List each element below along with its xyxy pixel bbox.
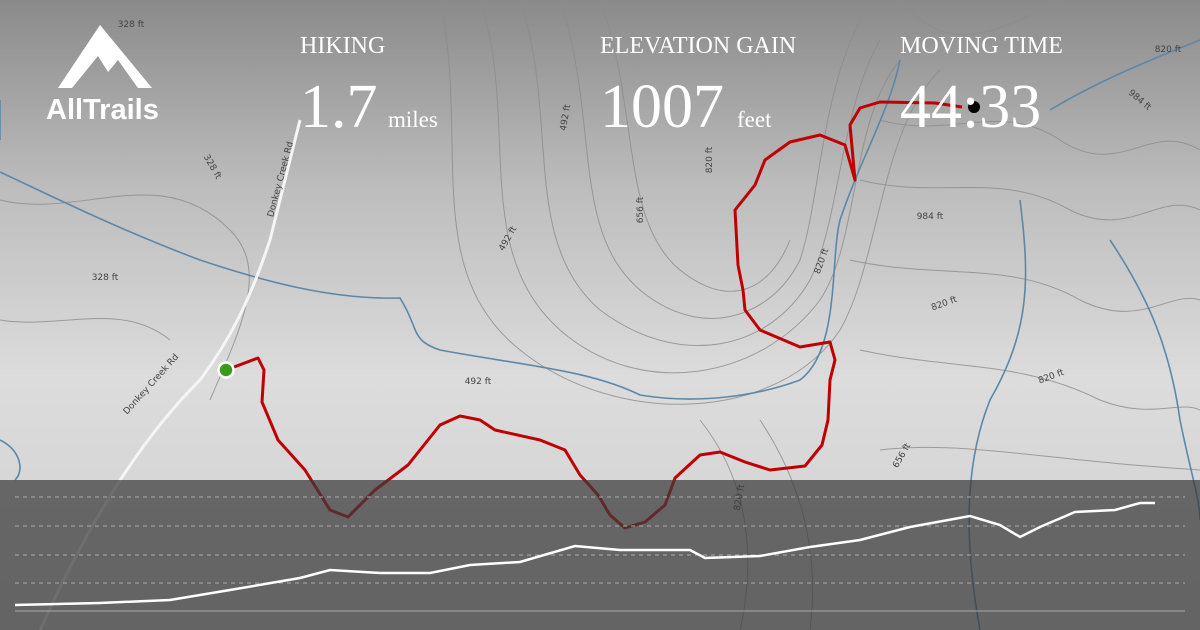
stat-unit: feet (737, 107, 772, 132)
map-label: 820 ft (1155, 45, 1182, 55)
start-marker (217, 361, 235, 379)
profile-grid (15, 496, 1185, 612)
map-label: 328 ft (92, 273, 119, 283)
map-label: 492 ft (559, 103, 574, 131)
stat-value: 1007 (600, 73, 724, 141)
stat-label: HIKING (300, 33, 385, 59)
logo-mark (58, 25, 152, 88)
stat-label: ELEVATION GAIN (600, 33, 796, 59)
stat-label: MOVING TIME (900, 33, 1063, 59)
stat-value: 1.7 (300, 73, 378, 141)
map-label: 328 ft (118, 20, 145, 30)
end-marker (968, 101, 980, 113)
map-label: 656 ft (636, 196, 646, 223)
stat-unit: miles (388, 107, 438, 132)
map-label: 492 ft (465, 377, 492, 387)
map-label: 984 ft (917, 212, 944, 222)
elevation-profile (14, 501, 1155, 607)
stat-value: 44:33 (900, 73, 1041, 141)
map-label: 820 ft (705, 146, 715, 173)
logo-text: AllTrails (46, 94, 159, 126)
logo: AllTrails (46, 25, 159, 126)
